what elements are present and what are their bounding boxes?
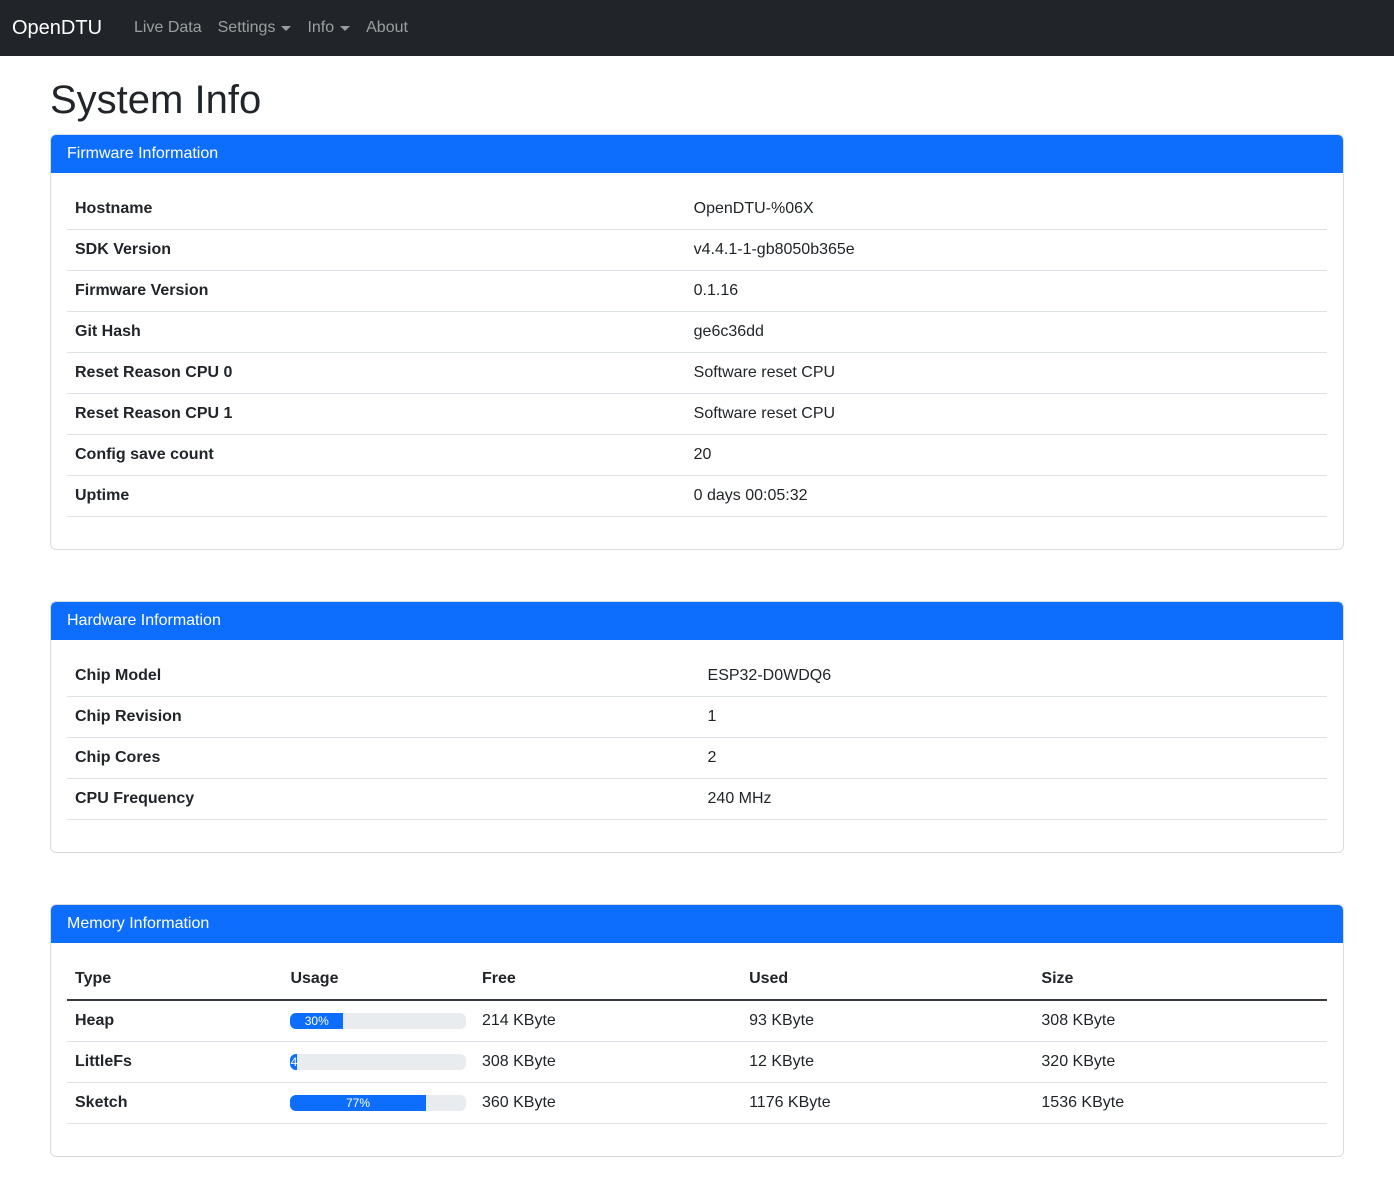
row-value: 0 days 00:05:32 [693, 487, 808, 504]
nav-item-label: About [366, 19, 408, 36]
memory-type: Sketch [75, 1094, 128, 1111]
column-header-usage: Usage [290, 970, 339, 987]
row-value: 240 MHz [707, 790, 772, 807]
usage-progress-track: 4 [290, 1054, 466, 1070]
row-label: CPU Frequency [75, 790, 195, 807]
main-content: System Info Firmware Information Hostnam… [50, 76, 1344, 1157]
memory-card-body: Type Usage Free Used Size Heap 3 [51, 943, 1343, 1156]
row-label: Reset Reason CPU 1 [75, 405, 233, 422]
hardware-card-header: Hardware Information [51, 602, 1343, 640]
table-row: Chip Cores 2 [67, 738, 1327, 779]
row-value: ESP32-D0WDQ6 [707, 667, 832, 684]
usage-progress-bar: 77% [290, 1095, 426, 1111]
row-value: 2 [707, 749, 717, 766]
table-row: Git Hash ge6c36dd [67, 312, 1327, 353]
memory-card-header: Memory Information [51, 905, 1343, 943]
memory-usage-cell: 30% [282, 1000, 474, 1042]
chevron-down-icon [340, 25, 351, 31]
table-header-row: Type Usage Free Used Size [67, 959, 1327, 1000]
table-row: Chip Model ESP32-D0WDQ6 [67, 656, 1327, 697]
usage-progress-track: 77% [290, 1095, 466, 1111]
hardware-information-card: Hardware Information Chip Model ESP32-D0W… [50, 601, 1344, 853]
column-header-type: Type [75, 970, 112, 987]
row-value: v4.4.1-1-gb8050b365e [693, 241, 855, 258]
row-value: 1 [707, 708, 717, 725]
nav-item-label: Live Data [134, 19, 202, 36]
memory-used: 93 KByte [749, 1012, 815, 1029]
memory-type: Heap [75, 1012, 115, 1029]
row-label: Chip Cores [75, 749, 161, 766]
table-row: CPU Frequency 240 MHz [67, 779, 1327, 820]
column-header-used: Used [749, 970, 789, 987]
usage-progress-bar: 30% [290, 1013, 344, 1029]
table-row: SDK Version v4.4.1-1-gb8050b365e [67, 230, 1327, 271]
memory-type: LittleFs [75, 1053, 132, 1070]
nav-item-settings[interactable]: Settings [210, 11, 300, 45]
nav-item-info[interactable]: Info [299, 11, 358, 45]
navbar: OpenDTU Live Data Settings Info About [0, 0, 1394, 56]
nav-item-about[interactable]: About [358, 11, 416, 45]
row-label: Git Hash [75, 323, 141, 340]
memory-free: 360 KByte [481, 1094, 556, 1111]
hardware-card-body: Chip Model ESP32-D0WDQ6 Chip Revision 1 Ch… [51, 640, 1343, 852]
firmware-card-header: Firmware Information [51, 135, 1343, 173]
row-label: Reset Reason CPU 0 [75, 364, 233, 381]
table-row: Reset Reason CPU 0 Software reset CPU [67, 353, 1327, 394]
page-title: System Info [50, 78, 262, 122]
row-value: OpenDTU-%06X [693, 200, 814, 217]
memory-usage-cell: 77% [282, 1083, 474, 1124]
memory-free: 308 KByte [481, 1053, 556, 1070]
usage-progress-track: 30% [290, 1013, 466, 1029]
memory-size: 308 KByte [1041, 1012, 1116, 1029]
memory-size: 320 KByte [1041, 1053, 1116, 1070]
memory-table: Type Usage Free Used Size Heap 3 [67, 959, 1327, 1124]
nav-item-label: Info [307, 19, 335, 36]
row-value: ge6c36dd [693, 323, 764, 340]
row-label: Uptime [75, 487, 130, 504]
table-row: Hostname OpenDTU-%06X [67, 189, 1327, 230]
memory-used: 12 KByte [749, 1053, 815, 1070]
row-label: Chip Model [75, 667, 162, 684]
row-label: Config save count [75, 446, 214, 463]
row-value: Software reset CPU [693, 405, 836, 422]
table-row: Uptime 0 days 00:05:32 [67, 476, 1327, 517]
column-header-free: Free [481, 970, 516, 987]
row-label: Chip Revision [75, 708, 182, 725]
memory-usage-cell: 4 [282, 1042, 474, 1083]
table-row: Config save count 20 [67, 435, 1327, 476]
row-value: Software reset CPU [693, 364, 836, 381]
row-value: 0.1.16 [693, 282, 739, 299]
hardware-table: Chip Model ESP32-D0WDQ6 Chip Revision 1 Ch… [67, 656, 1327, 820]
firmware-card-body: Hostname OpenDTU-%06X SDK Version v4.4.1-1… [51, 173, 1343, 549]
row-label: SDK Version [75, 241, 172, 258]
table-row: Firmware Version 0.1.16 [67, 271, 1327, 312]
row-label: Hostname [75, 200, 153, 217]
table-row: Sketch 77% 360 KByte 1176 KByte 1536 KBy… [67, 1083, 1327, 1124]
nav-item-live-data[interactable]: Live Data [126, 11, 210, 45]
memory-free: 214 KByte [481, 1012, 556, 1029]
navbar-nav: Live Data Settings Info About [126, 11, 416, 45]
table-row: Heap 30% 214 KByte 93 KByte 308 KByte [67, 1000, 1327, 1042]
chevron-down-icon [281, 25, 292, 31]
firmware-information-card: Firmware Information Hostname OpenDTU-%06… [50, 134, 1344, 550]
usage-progress-bar: 4 [290, 1054, 298, 1070]
firmware-table: Hostname OpenDTU-%06X SDK Version v4.4.1-1… [67, 189, 1327, 517]
row-label: Firmware Version [75, 282, 209, 299]
memory-information-card: Memory Information Type Usage Free Used … [50, 904, 1344, 1157]
memory-used: 1176 KByte [749, 1094, 831, 1111]
table-row: LittleFs 4 308 KByte 12 KByte 320 KByte [67, 1042, 1327, 1083]
table-row: Chip Revision 1 [67, 697, 1327, 738]
table-row: Reset Reason CPU 1 Software reset CPU [67, 394, 1327, 435]
column-header-size: Size [1041, 970, 1074, 987]
nav-item-label: Settings [217, 19, 276, 36]
row-value: 20 [693, 446, 712, 463]
navbar-brand[interactable]: OpenDTU [12, 16, 103, 39]
memory-size: 1536 KByte [1041, 1094, 1125, 1111]
